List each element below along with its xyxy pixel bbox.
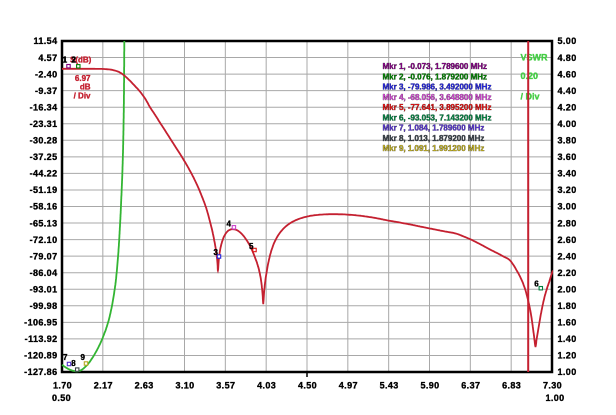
svg-text:3: 3 (214, 248, 219, 257)
svg-text:2.40: 2.40 (558, 251, 577, 261)
svg-text:-44.22: -44.22 (30, 169, 58, 179)
svg-text:8: 8 (71, 359, 76, 368)
svg-text:4.50: 4.50 (298, 381, 317, 391)
svg-text:11.54: 11.54 (33, 36, 57, 46)
svg-text:-79.07: -79.07 (30, 251, 58, 261)
svg-text:1.60: 1.60 (558, 318, 577, 328)
svg-text:-93.01: -93.01 (30, 284, 58, 294)
svg-text:/ Div: / Div (74, 92, 91, 101)
svg-text:Mkr 6, -93.053, 7.143200 MHz: Mkr 6, -93.053, 7.143200 MHz (383, 113, 492, 122)
svg-text:-30.28: -30.28 (30, 136, 58, 146)
svg-text:VSWR: VSWR (521, 52, 549, 62)
svg-text:1: 1 (63, 55, 68, 64)
svg-text:-106.95: -106.95 (24, 318, 57, 328)
svg-text:2.00: 2.00 (558, 284, 577, 294)
svg-text:4.57: 4.57 (38, 53, 57, 63)
svg-text:4.97: 4.97 (339, 381, 358, 391)
svg-text:Mkr 7, 1.084, 1.789600 MHz: Mkr 7, 1.084, 1.789600 MHz (383, 124, 485, 133)
svg-text:9: 9 (81, 353, 86, 362)
svg-text:2: 2 (72, 55, 77, 64)
svg-text:0.50: 0.50 (52, 393, 71, 403)
svg-text:-51.19: -51.19 (30, 185, 58, 195)
svg-text:4.00: 4.00 (558, 119, 577, 129)
svg-text:-127.86: -127.86 (24, 367, 57, 377)
svg-text:-9.37: -9.37 (35, 86, 58, 96)
svg-text:1.80: 1.80 (558, 301, 577, 311)
svg-text:6.83: 6.83 (502, 381, 521, 391)
svg-text:2.80: 2.80 (558, 218, 577, 228)
svg-text:5.43: 5.43 (380, 381, 399, 391)
svg-text:4.60: 4.60 (558, 69, 577, 79)
svg-text:/ Div: / Div (521, 91, 540, 101)
svg-text:6: 6 (534, 280, 539, 289)
svg-text:4.80: 4.80 (558, 53, 577, 63)
svg-text:3.10: 3.10 (175, 381, 194, 391)
svg-text:-23.31: -23.31 (30, 119, 58, 129)
svg-text:3.80: 3.80 (558, 136, 577, 146)
svg-text:7: 7 (63, 353, 68, 362)
svg-text:-120.89: -120.89 (24, 351, 57, 361)
svg-text:2.63: 2.63 (135, 381, 154, 391)
svg-text:3.40: 3.40 (558, 169, 577, 179)
svg-text:2.17: 2.17 (94, 381, 113, 391)
svg-text:-86.04: -86.04 (30, 268, 58, 278)
svg-text:1.00: 1.00 (545, 393, 564, 403)
svg-text:5.90: 5.90 (420, 381, 439, 391)
svg-text:2.20: 2.20 (558, 268, 577, 278)
svg-text:-2.40: -2.40 (35, 69, 58, 79)
svg-text:1.70: 1.70 (53, 381, 72, 391)
svg-text:-72.10: -72.10 (30, 235, 58, 245)
svg-text:Mkr 9, 1.091, 1.991200 MHz: Mkr 9, 1.091, 1.991200 MHz (383, 144, 485, 153)
svg-text:Mkr 8, 1.013, 1.879200 MHz: Mkr 8, 1.013, 1.879200 MHz (383, 134, 485, 143)
svg-text:3.00: 3.00 (558, 202, 577, 212)
svg-text:-99.98: -99.98 (30, 301, 58, 311)
svg-text:4.20: 4.20 (558, 102, 577, 112)
svg-text:0.20: 0.20 (521, 71, 539, 81)
svg-text:4: 4 (227, 219, 232, 228)
svg-text:3.57: 3.57 (216, 381, 235, 391)
svg-text:2.60: 2.60 (558, 235, 577, 245)
svg-text:2: 2 (72, 55, 77, 64)
svg-text:1: 1 (63, 55, 68, 64)
svg-text:Mkr 3, -79.986, 3.492000 MHz: Mkr 3, -79.986, 3.492000 MHz (383, 83, 492, 92)
svg-text:Mkr 5, -77.641, 3.895200 MHz: Mkr 5, -77.641, 3.895200 MHz (383, 103, 492, 112)
svg-text:-113.92: -113.92 (25, 334, 58, 344)
svg-text:Mkr 2, -0.076, 1.879200 MHz: Mkr 2, -0.076, 1.879200 MHz (383, 72, 488, 81)
svg-text:6.37: 6.37 (461, 381, 480, 391)
svg-text:-37.25: -37.25 (30, 152, 58, 162)
svg-text:dB: dB (80, 83, 91, 92)
svg-text:7.30: 7.30 (543, 381, 562, 391)
svg-text:6.97: 6.97 (75, 74, 91, 83)
svg-text:3.20: 3.20 (558, 185, 577, 195)
svg-text:Mkr 1, -0.073, 1.789600 MHz: Mkr 1, -0.073, 1.789600 MHz (383, 62, 488, 71)
svg-text:-65.13: -65.13 (30, 218, 58, 228)
svg-text:4.40: 4.40 (558, 86, 577, 96)
svg-text:1.40: 1.40 (558, 334, 577, 344)
svg-text:3.60: 3.60 (558, 152, 577, 162)
svg-text:-58.16: -58.16 (30, 202, 58, 212)
svg-text:Mkr 4, -68.056, 3.648800 MHz: Mkr 4, -68.056, 3.648800 MHz (383, 93, 492, 102)
svg-text:1.20: 1.20 (558, 351, 577, 361)
svg-text:S(dB): S(dB) (70, 56, 92, 65)
svg-text:1.00: 1.00 (558, 367, 577, 377)
svg-text:4.03: 4.03 (257, 381, 276, 391)
svg-text:-16.34: -16.34 (30, 102, 58, 112)
svg-text:5.00: 5.00 (558, 36, 577, 46)
svg-text:5: 5 (249, 242, 254, 251)
